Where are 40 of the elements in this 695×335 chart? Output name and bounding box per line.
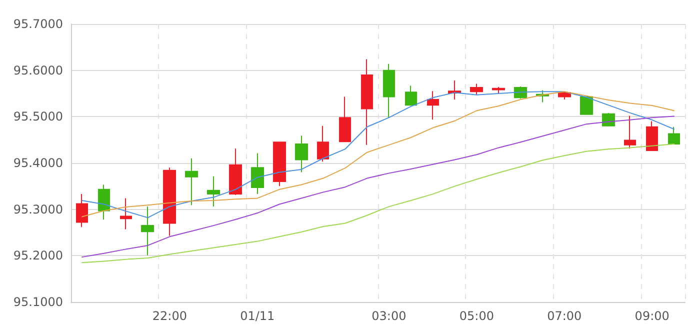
y-tick-label: 95.4000 [13, 156, 63, 170]
line-series [81, 116, 675, 258]
x-tick-label: 22:00 [152, 309, 187, 323]
candlestick [624, 115, 636, 150]
x-tick-label: 01/11 [240, 309, 275, 323]
candlestick [580, 96, 593, 115]
y-tick-label: 95.1000 [13, 295, 63, 309]
x-tick-label: 09:00 [634, 309, 670, 323]
candlestick [668, 126, 680, 145]
candlestick [383, 63, 395, 118]
y-tick-label: 95.2000 [13, 248, 63, 263]
candlestick [251, 152, 264, 195]
candlestick [98, 184, 110, 220]
candlestick [492, 86, 505, 94]
y-tick-label: 95.5000 [13, 110, 63, 124]
x-tick-label: 03:00 [372, 309, 406, 323]
candlestick [273, 142, 286, 187]
candlestick [514, 86, 527, 100]
candlestick [646, 120, 658, 151]
y-tick-label: 95.6000 [13, 63, 63, 78]
candlestick [602, 112, 615, 126]
candlestick [295, 135, 308, 173]
candlestick [120, 198, 132, 230]
candlestick [405, 85, 417, 106]
candlestick [141, 206, 154, 256]
candlestick [185, 158, 198, 206]
y-tick-label: 95.3000 [13, 202, 63, 216]
candlestick [76, 194, 88, 228]
candlestick [427, 90, 439, 120]
candlestick [339, 96, 351, 142]
x-tick-label: 07:00 [547, 309, 582, 323]
candlestick [207, 176, 220, 208]
x-tick-label: 05:00 [459, 309, 494, 323]
candlestick [361, 58, 373, 146]
candlestick [229, 148, 242, 196]
candlestick [317, 125, 329, 162]
line-series [81, 144, 675, 264]
y-tick-label: 95.7000 [13, 17, 63, 31]
candlestick [163, 167, 176, 236]
candlestick [470, 83, 483, 96]
